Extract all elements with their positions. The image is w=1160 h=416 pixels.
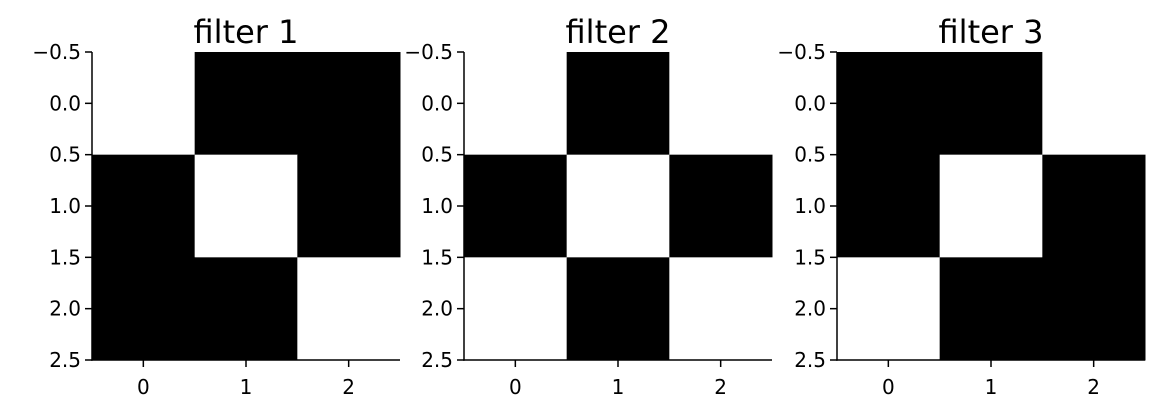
x-tick-label: 1 [985, 375, 998, 399]
heatmap-cell [566, 154, 670, 258]
heatmap-cell [1042, 257, 1146, 361]
heatmap-cell [92, 154, 196, 258]
heatmap-cell [194, 257, 298, 361]
y-tick-label: 2.0 [49, 297, 81, 321]
heatmap-cell [297, 154, 401, 258]
y-tick-label: 0.0 [49, 91, 81, 115]
heatmap-cell [837, 52, 941, 156]
heatmap-cell [297, 257, 401, 361]
y-tick-label: 0.5 [49, 143, 81, 167]
y-tick-label: 0.0 [421, 91, 453, 115]
heatmap-cell [464, 257, 568, 361]
y-tick-label: 1.0 [794, 194, 826, 218]
heatmap-cell [1042, 154, 1146, 258]
x-tick-label: 1 [612, 375, 625, 399]
heatmap-cell [837, 154, 941, 258]
chart-title: filter 1 [194, 13, 299, 51]
y-tick-label: 2.0 [421, 297, 453, 321]
heatmap-cell [92, 257, 196, 361]
y-tick-label: 1.5 [421, 245, 453, 269]
heatmap-cell [939, 257, 1043, 361]
x-tick-label: 1 [240, 375, 253, 399]
chart-title: filter 2 [566, 13, 671, 51]
y-tick-label: −0.5 [777, 40, 826, 64]
heatmap-cell [669, 52, 773, 156]
panel: 0 1 2 −0.5 0.0 0.5 1.0 1.5 2.0 2.5 filter 2 [404, 13, 773, 399]
y-tick-label: 1.0 [421, 194, 453, 218]
heatmap-cell [837, 257, 941, 361]
heatmap-cell [566, 52, 670, 156]
heatmap-cell [939, 154, 1043, 258]
heatmap-cell [194, 154, 298, 258]
heatmap-cell [464, 154, 568, 258]
x-tick-label: 0 [509, 375, 522, 399]
heatmap-cell [92, 52, 196, 156]
heatmap-cell [194, 52, 298, 156]
x-tick-label: 2 [342, 375, 355, 399]
heatmap-cell [297, 52, 401, 156]
chart-title: filter 3 [939, 13, 1044, 51]
heatmap-cell [566, 257, 670, 361]
heatmap-cell [1042, 52, 1146, 156]
y-tick-label: 0.5 [794, 143, 826, 167]
x-tick-label: 0 [882, 375, 895, 399]
y-tick-label: −0.5 [32, 40, 81, 64]
heatmap-cell [669, 257, 773, 361]
y-tick-label: 1.5 [49, 245, 81, 269]
panel: 0 1 2 −0.5 0.0 0.5 1.0 1.5 2.0 2.5 filter 1 [32, 13, 401, 399]
heatmap-cell [939, 52, 1043, 156]
panel: 0 1 2 −0.5 0.0 0.5 1.0 1.5 2.0 2.5 filter 3 [777, 13, 1146, 399]
y-tick-label: 2.0 [794, 297, 826, 321]
heatmap-cell [669, 154, 773, 258]
y-tick-label: 0.5 [421, 143, 453, 167]
y-tick-label: 2.5 [49, 348, 81, 372]
y-tick-label: −0.5 [404, 40, 453, 64]
y-tick-label: 2.5 [421, 348, 453, 372]
y-tick-label: 0.0 [794, 91, 826, 115]
y-tick-label: 1.5 [794, 245, 826, 269]
heatmap-cell [464, 52, 568, 156]
x-tick-label: 2 [1087, 375, 1100, 399]
y-tick-label: 1.0 [49, 194, 81, 218]
y-tick-label: 2.5 [794, 348, 826, 372]
x-tick-label: 0 [137, 375, 150, 399]
x-tick-label: 2 [714, 375, 727, 399]
